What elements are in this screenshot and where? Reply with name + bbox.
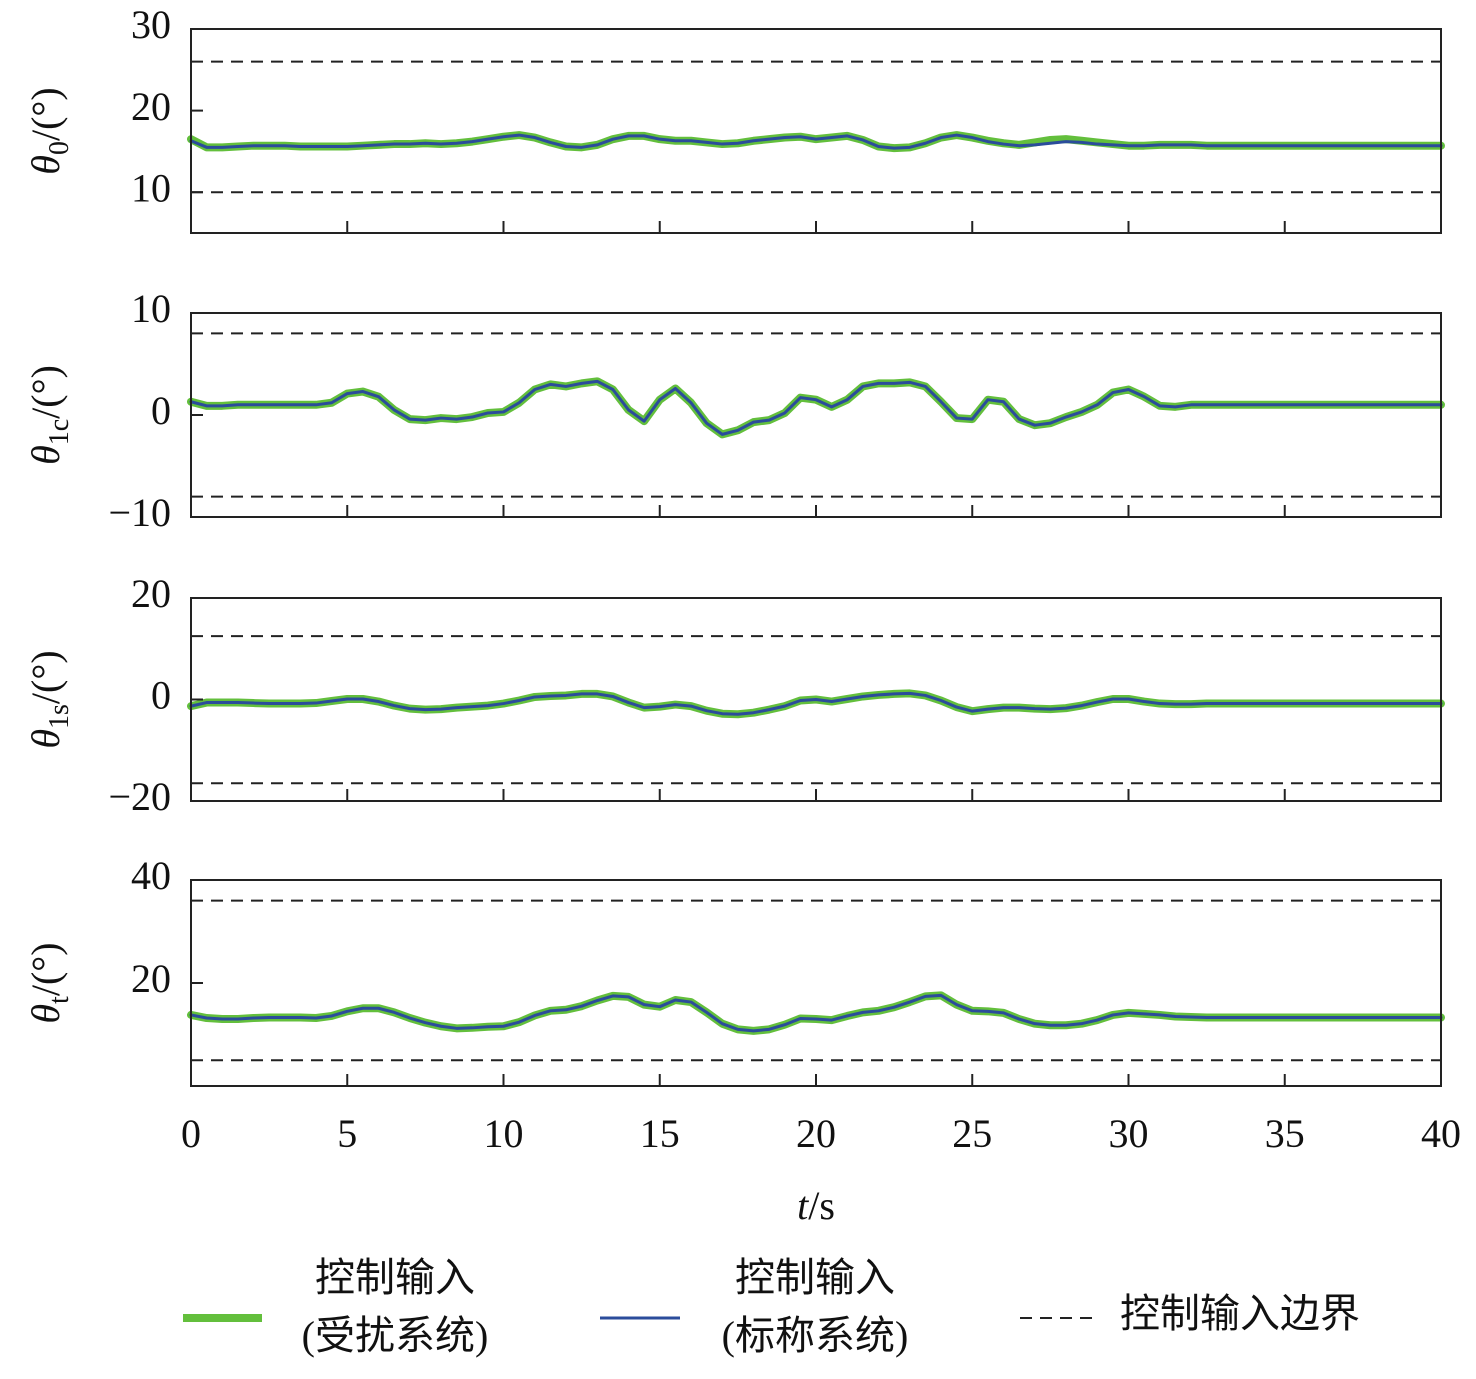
- y-tick-label: −10: [108, 490, 171, 535]
- x-tick-label: 20: [796, 1111, 836, 1156]
- series-line: [187, 377, 1445, 439]
- y-label-subscript: 1s: [44, 704, 75, 729]
- plot-frame: [190, 312, 1442, 518]
- y-label-subscript: 0: [44, 141, 75, 155]
- x-tick-label: 35: [1265, 1111, 1305, 1156]
- y-axis-label: θ1s/(°): [23, 650, 75, 748]
- series-line: [189, 379, 1443, 436]
- y-tick-label: 0: [151, 673, 171, 718]
- y-label-subscript: t: [44, 996, 75, 1004]
- legend-label: 控制输入: [735, 1255, 895, 1300]
- x-tick-label: 10: [484, 1111, 524, 1156]
- y-tick-label: 20: [131, 84, 171, 129]
- y-label-symbol: θ: [23, 729, 68, 749]
- legend-label: (受扰系统): [302, 1313, 489, 1358]
- legend-label: 控制输入边界: [1120, 1291, 1360, 1336]
- series-line: [187, 991, 1445, 1035]
- series-line: [189, 133, 1443, 150]
- legend-label: 控制输入: [315, 1255, 475, 1300]
- y-label-unit: /(°): [23, 365, 68, 419]
- y-tick-label: −20: [108, 774, 171, 819]
- x-tick-label: 15: [640, 1111, 680, 1156]
- y-tick-label: 10: [131, 165, 171, 210]
- y-label-unit: /(°): [23, 650, 68, 704]
- y-label-unit: /(°): [23, 942, 68, 996]
- legend-label: (标称系统): [722, 1313, 909, 1358]
- series-line: [189, 993, 1443, 1033]
- x-tick-label: 25: [952, 1111, 992, 1156]
- x-axis-label: t/s: [797, 1183, 835, 1228]
- x-tick-label: 0: [181, 1111, 201, 1156]
- y-label-symbol: θ: [23, 445, 68, 465]
- x-tick-label: 30: [1109, 1111, 1149, 1156]
- y-label-subscript: 1c: [44, 419, 75, 445]
- x-tick-label: 40: [1421, 1111, 1461, 1156]
- x-label-unit: /s: [808, 1183, 835, 1228]
- y-label-unit: /(°): [23, 87, 68, 141]
- x-tick-label: 5: [337, 1111, 357, 1156]
- y-tick-label: 40: [131, 853, 171, 898]
- y-axis-label: θt/(°): [23, 942, 75, 1023]
- plot-frame: [190, 879, 1442, 1087]
- y-tick-label: 10: [131, 286, 171, 331]
- y-axis-label: θ1c/(°): [23, 365, 75, 465]
- y-tick-label: 20: [131, 571, 171, 616]
- plot-frame: [190, 28, 1442, 234]
- series-line: [189, 691, 1443, 716]
- y-axis-label: θ0/(°): [23, 87, 75, 174]
- y-label-symbol: θ: [23, 1004, 68, 1024]
- y-label-symbol: θ: [23, 155, 68, 175]
- y-tick-label: 20: [131, 956, 171, 1001]
- y-tick-label: 0: [151, 388, 171, 433]
- x-label-symbol: t: [797, 1183, 809, 1228]
- y-tick-label: 30: [131, 2, 171, 47]
